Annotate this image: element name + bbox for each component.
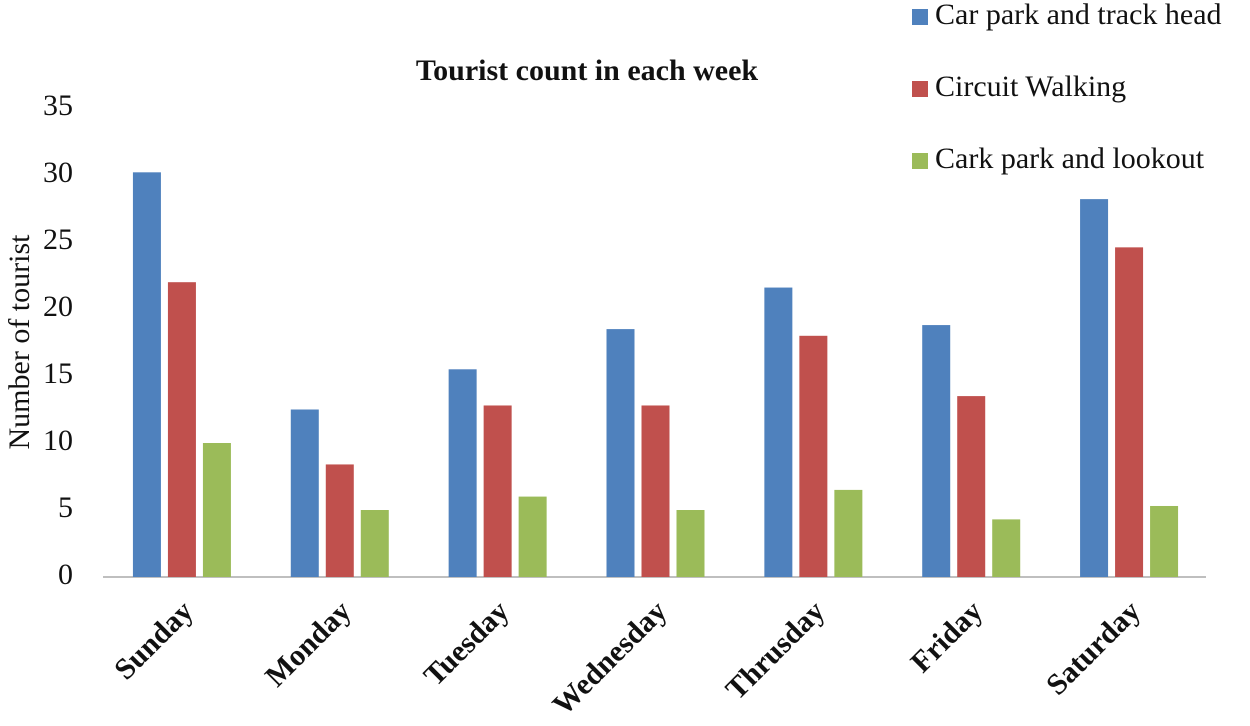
bar <box>992 519 1021 577</box>
x-tick-label: Friday <box>904 594 989 679</box>
bar <box>1080 199 1109 577</box>
bar <box>799 335 828 577</box>
bar <box>676 510 705 577</box>
y-tick-label: 10 <box>43 424 73 457</box>
bar <box>202 443 231 577</box>
bar <box>834 489 863 577</box>
x-tick-label: Saturday <box>1040 594 1147 701</box>
bar <box>360 510 389 577</box>
y-tick-label: 0 <box>58 558 73 591</box>
legend-label: Cark park and lookout <box>935 142 1205 175</box>
bar <box>1150 505 1179 577</box>
x-tick-label: Tuesday <box>417 594 515 692</box>
bar <box>957 396 986 577</box>
bar <box>606 329 635 577</box>
x-tick-label: Thrusday <box>719 594 831 706</box>
legend-swatch <box>912 9 928 25</box>
bar <box>1115 247 1144 578</box>
bar <box>518 496 547 577</box>
y-tick-label: 25 <box>43 223 73 256</box>
y-axis-label: Number of tourist <box>3 234 36 450</box>
x-tick-label: Sunday <box>108 594 200 686</box>
legend-swatch <box>912 153 928 169</box>
x-tick-label: Monday <box>259 594 358 693</box>
y-tick-label: 20 <box>43 290 73 323</box>
bar <box>641 405 670 577</box>
bar <box>132 172 161 577</box>
y-tick-label: 35 <box>43 89 73 122</box>
bar <box>167 282 196 577</box>
bar <box>325 464 354 577</box>
bar <box>290 409 319 577</box>
y-tick-label: 30 <box>43 156 73 189</box>
legend-label: Car park and track head <box>935 0 1222 31</box>
bar <box>764 287 793 577</box>
bar <box>922 325 951 577</box>
bar <box>448 369 477 577</box>
bar <box>483 405 512 577</box>
chart-title: Tourist count in each week <box>416 54 759 87</box>
legend-label: Circuit Walking <box>935 70 1126 103</box>
legend-swatch <box>912 81 928 97</box>
x-tick-label: Wednesday <box>546 594 673 721</box>
y-tick-label: 5 <box>58 491 73 524</box>
y-tick-label: 15 <box>43 357 73 390</box>
